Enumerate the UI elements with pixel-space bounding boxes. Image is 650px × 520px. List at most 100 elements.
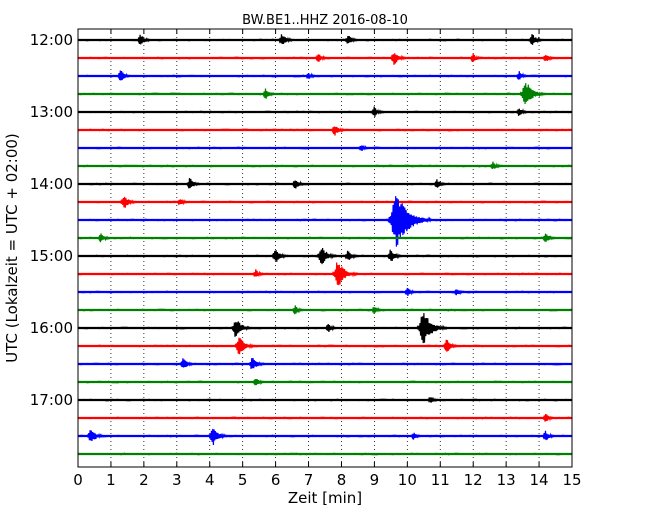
x-tick-label: 3: [172, 471, 182, 489]
seismic-event: [291, 305, 307, 315]
x-tick-label: 10: [398, 471, 417, 489]
seismic-event: [344, 35, 361, 44]
trace-row: [77, 106, 573, 117]
seismic-event: [469, 53, 485, 62]
x-tick-label: 12: [464, 471, 483, 489]
x-tick-label: 15: [562, 471, 581, 489]
trace-noise: [77, 362, 573, 366]
y-tick-label: 12:00: [30, 31, 73, 49]
trace-noise: [77, 74, 573, 78]
seismic-event: [136, 34, 154, 45]
x-tick-label: 13: [497, 471, 516, 489]
trace-noise: [77, 272, 573, 276]
y-tick-label: 16:00: [30, 319, 73, 337]
seismic-event: [403, 287, 419, 296]
y-axis: 12:00 13:00 14:00 15:00 16:00 17:00: [30, 31, 572, 409]
seismic-event: [207, 428, 230, 446]
seismic-event: [119, 196, 139, 208]
x-tick-label: 4: [205, 471, 215, 489]
trace-noise: [77, 110, 573, 114]
seismic-event: [277, 34, 296, 44]
seismic-event: [343, 250, 361, 260]
seismic-event: [233, 337, 257, 355]
seismic-event: [316, 247, 339, 265]
x-tick-label: 9: [370, 471, 380, 489]
y-axis-label: UTC (Lokalzeit = UTC + 02:00): [3, 133, 21, 363]
seismic-event: [86, 430, 106, 442]
seismic-event: [370, 106, 387, 117]
seismic-event: [252, 269, 267, 278]
seismic-event: [386, 196, 433, 247]
trace-noise: [77, 182, 573, 186]
trace-noise: [77, 380, 573, 384]
trace-noise: [77, 398, 572, 402]
y-tick-label: 15:00: [30, 247, 73, 265]
seismic-event: [541, 413, 557, 422]
x-tick-label: 11: [431, 471, 450, 489]
trace-noise: [77, 344, 573, 348]
seismic-event: [179, 358, 196, 368]
trace-noise: [77, 308, 573, 312]
trace-row: [77, 358, 573, 369]
trace-noise: [77, 92, 573, 96]
trace-row: [77, 379, 573, 386]
trace-noise: [77, 290, 573, 294]
x-tick-label: 6: [271, 471, 281, 489]
seismic-event: [541, 233, 558, 242]
x-tick-label: 5: [238, 471, 248, 489]
seismic-event: [515, 71, 531, 80]
seismic-event: [519, 83, 547, 105]
trace-noise: [77, 236, 573, 240]
seismic-event: [357, 144, 372, 151]
seismic-event: [389, 53, 409, 65]
x-tick-label: 2: [139, 471, 149, 489]
seismic-event: [515, 108, 531, 116]
trace-row: [77, 196, 573, 247]
trace-noise: [77, 146, 573, 150]
trace-noise: [77, 218, 573, 222]
trace-row: [77, 337, 573, 355]
trace-row: [77, 428, 573, 446]
trace-row: [77, 262, 573, 286]
y-tick-label: 14:00: [30, 175, 73, 193]
trace-noise: [77, 416, 573, 420]
x-axis: 0 1 2 3 4 5 6 7 8 9 10 11 12 13 14 15: [73, 29, 582, 489]
x-tick-label: 1: [106, 471, 116, 489]
seismic-event: [410, 432, 425, 440]
trace-row: [77, 413, 573, 422]
trace-row: [77, 34, 573, 45]
trace-row: [77, 305, 573, 315]
seismic-event: [416, 313, 448, 344]
trace-row: [77, 161, 573, 169]
trace-noise: [77, 38, 573, 42]
seismic-event: [330, 126, 348, 136]
trace-row: [77, 287, 573, 296]
seismic-event: [453, 289, 468, 296]
trace-row: [77, 247, 573, 265]
y-tick-label: 17:00: [30, 391, 73, 409]
trace-row: [77, 70, 573, 81]
trace-row: [77, 196, 573, 208]
chart-title: BW.BE1..HHZ 2016-08-10: [242, 13, 408, 28]
seismic-event: [324, 324, 340, 332]
trace-noise: [77, 452, 573, 456]
seismic-event: [489, 161, 505, 169]
seismic-event: [271, 250, 290, 262]
trace-row: [77, 233, 573, 243]
y-tick-label: 13:00: [30, 103, 73, 121]
trace-row: [77, 83, 573, 105]
trace-noise: [77, 200, 573, 204]
trace-row: [77, 178, 573, 189]
plot-frame: [77, 28, 573, 468]
x-tick-label: 7: [304, 471, 314, 489]
seismic-event: [291, 180, 308, 189]
seismic-event: [176, 198, 191, 206]
seismic-event: [426, 396, 441, 403]
trace-noise: [77, 434, 573, 438]
seismic-event: [528, 34, 546, 45]
x-tick-label: 0: [73, 471, 83, 489]
trace-row: [77, 452, 573, 456]
seismic-event: [314, 54, 330, 62]
seismic-event: [247, 358, 267, 369]
